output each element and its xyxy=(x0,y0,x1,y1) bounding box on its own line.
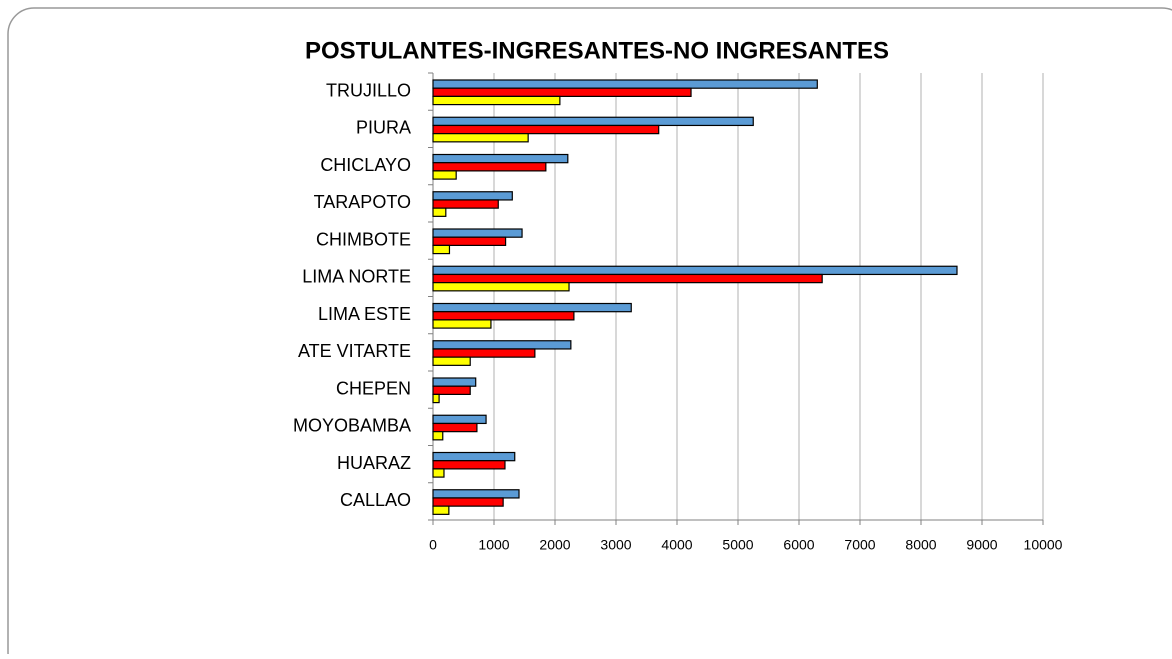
bar xyxy=(432,460,506,470)
y-tick-label: CALLAO xyxy=(340,490,411,510)
y-tick-label: LIMA ESTE xyxy=(318,304,411,324)
chart-title: POSTULANTES-INGRESANTES-NO INGRESANTES xyxy=(305,37,889,64)
x-tick-label: 1000 xyxy=(478,537,509,553)
y-tick-label: CHIMBOTE xyxy=(316,229,411,249)
frame xyxy=(7,7,1172,659)
bar xyxy=(432,348,536,358)
y-tick-label: ATE VITARTE xyxy=(298,341,411,361)
bar xyxy=(432,207,447,217)
y-tick-label: MOYOBAMBA xyxy=(293,416,411,436)
y-tick-label: CHICLAYO xyxy=(320,155,411,175)
bar xyxy=(432,79,818,89)
bar xyxy=(432,133,529,143)
bar xyxy=(432,273,823,284)
bar xyxy=(432,244,451,255)
x-tick-label: 2000 xyxy=(539,537,570,553)
bar xyxy=(432,385,471,396)
bar xyxy=(432,228,523,238)
y-tick-label: LIMA NORTE xyxy=(302,267,411,287)
x-tick-label: 4000 xyxy=(661,537,692,553)
y-tick-label: TRUJILLO xyxy=(326,80,411,100)
y-tick-label: CHEPEN xyxy=(336,378,411,398)
bar xyxy=(432,393,440,404)
bar xyxy=(432,162,547,172)
bar xyxy=(432,170,457,180)
bar xyxy=(432,302,632,313)
bar xyxy=(432,124,660,135)
bar xyxy=(432,422,478,433)
bar xyxy=(432,311,575,321)
x-tick-label: 5000 xyxy=(722,537,753,553)
x-tick-label: 6000 xyxy=(783,537,814,553)
bar xyxy=(432,497,504,507)
bar xyxy=(432,95,561,106)
y-tick-label: HUARAZ xyxy=(337,453,411,473)
x-tick-label: 0 xyxy=(429,537,437,553)
bar xyxy=(432,377,477,387)
bar xyxy=(432,116,754,127)
x-tick-label: 10000 xyxy=(1024,537,1063,553)
bar xyxy=(432,87,692,97)
x-tick-label: 8000 xyxy=(905,537,936,553)
bar xyxy=(432,414,487,425)
bar xyxy=(432,505,450,515)
bar xyxy=(432,153,569,164)
bar xyxy=(432,431,444,441)
bar xyxy=(432,265,958,276)
x-tick-label: 3000 xyxy=(600,537,631,553)
x-tick-label: 9000 xyxy=(966,537,997,553)
bar xyxy=(432,191,513,201)
bar xyxy=(432,468,445,478)
bar xyxy=(432,282,570,292)
bar xyxy=(432,489,520,499)
x-tick-label: 7000 xyxy=(844,537,875,553)
bar xyxy=(432,199,499,209)
y-tick-label: TARAPOTO xyxy=(314,192,411,212)
bar xyxy=(432,340,572,350)
y-tick-label: PIURA xyxy=(356,118,411,138)
bar xyxy=(432,356,471,366)
bar xyxy=(432,451,516,462)
bar xyxy=(432,319,492,329)
bar xyxy=(432,236,507,246)
